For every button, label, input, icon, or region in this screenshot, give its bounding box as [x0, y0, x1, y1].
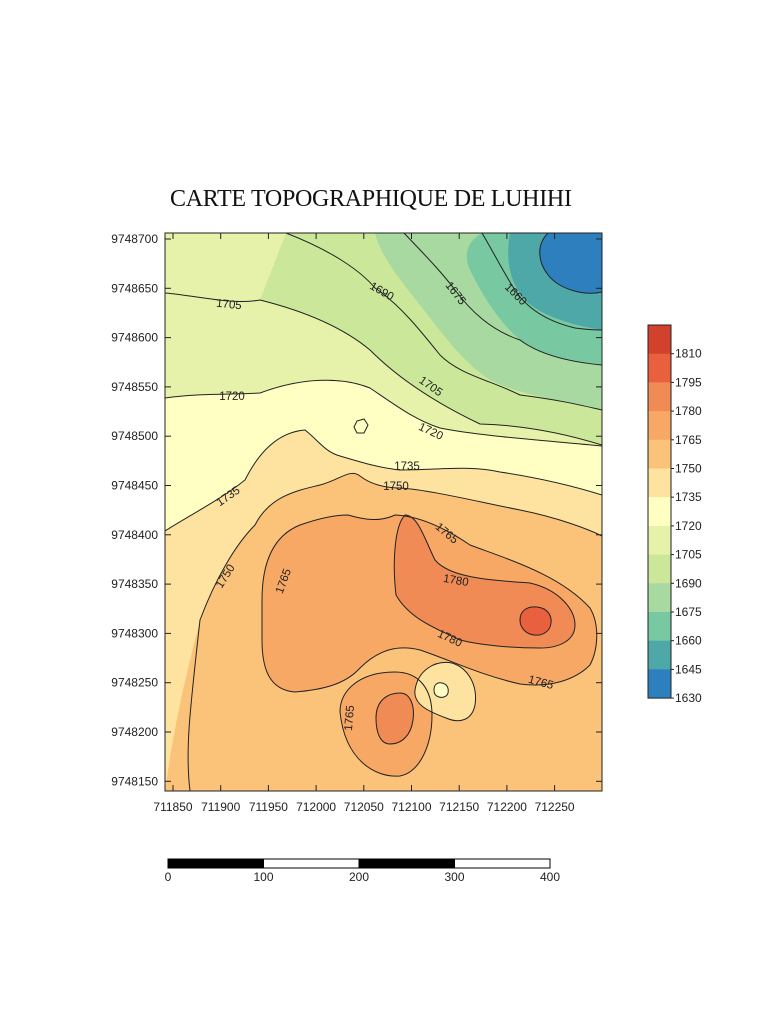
y-tick-label: 9748700: [111, 232, 158, 246]
legend-swatch: [648, 525, 671, 555]
y-tick-label: 9748450: [111, 479, 158, 493]
band-1630-1645: [539, 233, 602, 294]
legend-level-label: 1630: [675, 691, 702, 705]
legend-level-label: 1810: [675, 347, 702, 361]
legend-swatch: [648, 468, 671, 498]
line-1660: [481, 233, 602, 331]
y-tick-label: 9748600: [111, 331, 158, 345]
contour-label-1780-a: 1780: [442, 573, 469, 589]
legend-level-label: 1675: [675, 605, 702, 619]
line-1765-main: [261, 514, 598, 693]
legend-frame: [647, 324, 672, 699]
contour-label-1720-a: 1720: [219, 391, 245, 403]
line-1735-depression: [433, 682, 449, 698]
legend-swatch: [648, 669, 671, 699]
y-tick-label: 9748650: [111, 281, 158, 295]
legend-level-label: 1660: [675, 634, 702, 648]
legend-swatch: [648, 554, 671, 584]
contour-fills: [165, 233, 602, 791]
legend-swatch: [648, 612, 671, 642]
line-1795: [519, 606, 552, 636]
map-title: CARTE TOPOGRAPHIQUE DE LUHIHI: [170, 186, 572, 212]
scale-bar-segment: [454, 858, 551, 869]
contour-lines: [165, 233, 602, 791]
y-tick-label: 9748250: [111, 676, 158, 690]
y-tick-label: 9748500: [111, 429, 158, 443]
contour-label-1765-d: 1765: [343, 705, 357, 732]
legend-swatch: [648, 353, 671, 383]
legend-level-label: 1750: [675, 462, 702, 476]
scale-bar-segment: [263, 858, 360, 869]
x-tick-label: 712150: [439, 800, 479, 814]
scale-bar-label: 200: [349, 870, 369, 884]
line-1750-depression: [414, 661, 477, 722]
scale-bar-label: 100: [253, 870, 273, 884]
x-tick-label: 712200: [487, 800, 527, 814]
x-tick-label: 712000: [296, 800, 336, 814]
legend-level-label: 1735: [675, 490, 702, 504]
scale-bar-label: 0: [165, 870, 172, 884]
legend-level-label: 1795: [675, 375, 702, 389]
legend-swatch: [648, 382, 671, 412]
contour-label-1735-b: 1735: [394, 461, 420, 473]
legend-swatch: [648, 411, 671, 441]
legend-swatch: [648, 439, 671, 469]
scale-bar-label: 300: [444, 870, 464, 884]
line-1720: [165, 379, 602, 447]
contour-label-1750-b: 1750: [383, 481, 409, 493]
legend-swatch: [648, 583, 671, 613]
legend-level-label: 1720: [675, 519, 702, 533]
line-1645: [539, 233, 602, 294]
scale-bar-segment: [358, 858, 455, 869]
x-tick-label: 711900: [201, 800, 240, 814]
legend-level-label: 1780: [675, 404, 702, 418]
x-tick-label: 712250: [535, 800, 575, 814]
depression-1735: [434, 682, 449, 698]
plot-frame: [164, 232, 603, 792]
line-1750: [187, 472, 602, 791]
y-tick-label: 9748300: [111, 626, 158, 640]
line-1735: [165, 429, 602, 532]
line-1705: [165, 292, 602, 446]
legend-swatch: [648, 497, 671, 527]
y-tick-label: 9748550: [111, 380, 158, 394]
x-tick-label: 712050: [344, 800, 384, 814]
band-1795-1810: [520, 606, 552, 636]
line-1690: [285, 233, 602, 411]
y-tick-label: 9748150: [111, 774, 158, 788]
legend-swatch: [648, 640, 671, 670]
line-1780-main: [393, 514, 576, 649]
y-tick-label: 9748200: [111, 725, 158, 739]
y-axis: 9748700 9748650 9748600 9748550 9748500 97484…: [111, 232, 602, 788]
x-tick-label: 711850: [153, 800, 192, 814]
scale-bar-label: 400: [540, 870, 560, 884]
scale-bar: 0 100 200 300 400: [165, 858, 560, 884]
y-tick-label: 9748350: [111, 577, 158, 591]
knob-1720: [353, 418, 369, 434]
legend-level-label: 1645: [675, 662, 702, 676]
line-1780-lobe: [375, 692, 414, 745]
x-tick-label: 712100: [391, 800, 431, 814]
x-tick-label: 711950: [249, 800, 288, 814]
x-axis: 711850 711900 711950 712000 712050 712100 7121…: [153, 233, 575, 814]
scale-bar-segment: [167, 858, 264, 869]
color-scale-legend: 1810 1795 1780 1765 1750 1735 1720 1705 1690 1675…: [647, 324, 702, 705]
line-1765-lobe: [339, 671, 433, 777]
contour-label-1705-a: 1705: [216, 298, 243, 313]
legend-level-label: 1705: [675, 548, 702, 562]
legend-swatch: [648, 325, 671, 355]
band-1780-lobe: [376, 693, 414, 744]
legend-level-label: 1765: [675, 433, 702, 447]
legend-level-label: 1690: [675, 576, 702, 590]
y-tick-label: 9748400: [111, 528, 158, 542]
line-1675: [403, 233, 602, 366]
